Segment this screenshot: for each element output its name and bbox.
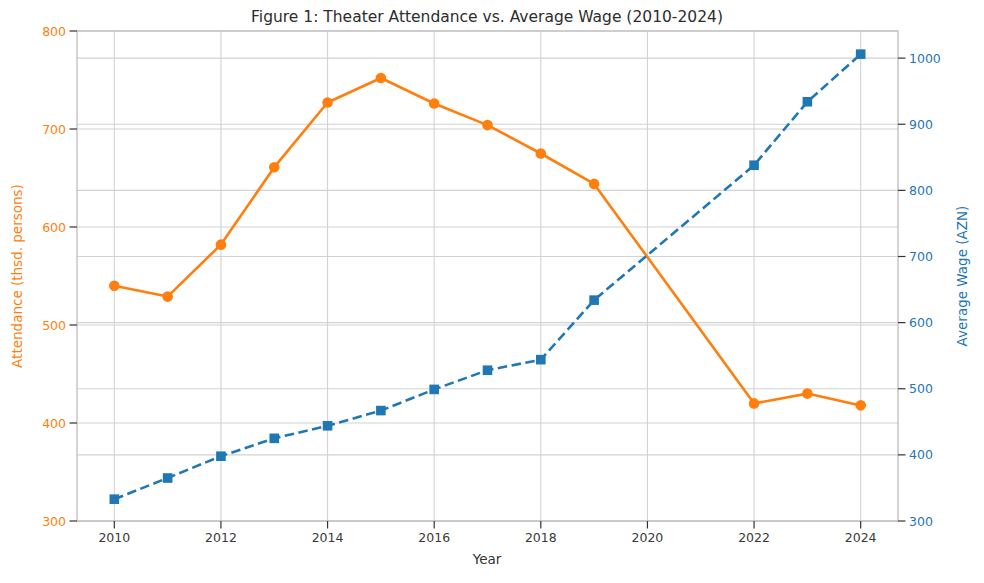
right-tick-label: 500 xyxy=(909,381,933,396)
wage-marker xyxy=(803,97,813,107)
attendance-marker xyxy=(589,179,600,190)
wage-marker xyxy=(323,421,333,431)
attendance-marker xyxy=(855,400,866,411)
x-tick-label: 2016 xyxy=(418,530,450,545)
attendance-marker xyxy=(802,388,813,399)
wage-marker xyxy=(216,451,226,461)
wage-marker xyxy=(856,49,866,59)
x-tick-label: 2020 xyxy=(632,530,664,545)
attendance-marker xyxy=(376,73,387,84)
figure-container: Figure 1: Theater Attendance vs. Average… xyxy=(0,0,984,583)
attendance-marker xyxy=(749,398,760,409)
x-tick-label: 2014 xyxy=(312,530,344,545)
left-tick-label: 700 xyxy=(42,122,66,137)
attendance-marker xyxy=(162,291,173,302)
x-tick-label: 2022 xyxy=(738,530,770,545)
plot-border xyxy=(77,31,898,521)
x-tick-label: 2012 xyxy=(205,530,237,545)
right-tick-label: 300 xyxy=(909,514,933,529)
x-tick-label: 2024 xyxy=(845,530,877,545)
wage-marker xyxy=(376,406,386,416)
right-tick-label: 900 xyxy=(909,117,933,132)
attendance-marker xyxy=(109,281,120,292)
wage-marker xyxy=(163,473,173,483)
right-tick-label: 700 xyxy=(909,249,933,264)
attendance-marker xyxy=(216,239,227,250)
attendance-marker xyxy=(269,162,280,173)
wage-marker xyxy=(110,494,120,504)
left-tick-label: 300 xyxy=(42,514,66,529)
attendance-marker xyxy=(322,97,333,108)
x-tick-label: 2018 xyxy=(525,530,557,545)
right-tick-label: 1000 xyxy=(909,51,941,66)
left-tick-label: 800 xyxy=(42,24,66,39)
wage-marker xyxy=(536,355,546,365)
attendance-marker xyxy=(536,148,547,159)
attendance-marker xyxy=(482,120,493,131)
right-tick-label: 400 xyxy=(909,447,933,462)
chart-canvas: 300 400 500 600 700 800 300 400 500 600 700 800 900 1… xyxy=(0,0,984,583)
left-tick-label: 400 xyxy=(42,416,66,431)
wage-marker xyxy=(589,295,599,305)
left-tick-label: 500 xyxy=(42,318,66,333)
attendance-marker xyxy=(429,98,440,109)
wage-marker xyxy=(749,160,759,170)
right-tick-label: 600 xyxy=(909,315,933,330)
wage-marker xyxy=(483,365,493,375)
right-tick-label: 800 xyxy=(909,183,933,198)
wage-marker xyxy=(269,434,279,444)
x-tick-label: 2010 xyxy=(98,530,130,545)
wage-marker xyxy=(429,385,439,395)
left-tick-label: 600 xyxy=(42,220,66,235)
